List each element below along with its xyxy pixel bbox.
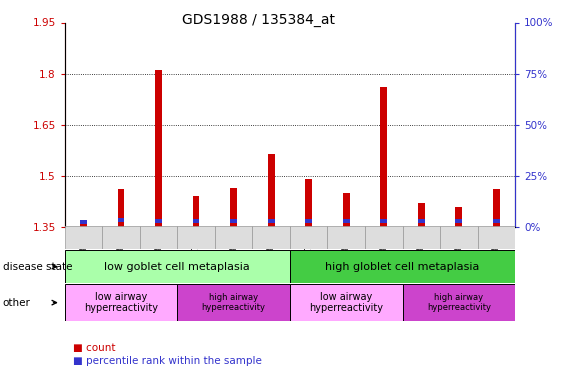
Bar <box>65 250 290 283</box>
Bar <box>418 203 425 227</box>
Text: low airway
hyperreactivity: low airway hyperreactivity <box>309 292 383 314</box>
Bar <box>418 219 425 223</box>
Bar <box>403 226 440 249</box>
Text: ■ percentile rank within the sample: ■ percentile rank within the sample <box>73 356 262 366</box>
Bar <box>493 219 500 223</box>
Bar <box>65 226 102 249</box>
Text: GDS1988 / 135384_at: GDS1988 / 135384_at <box>182 13 336 27</box>
Bar <box>440 226 477 249</box>
Bar <box>80 220 87 224</box>
Bar <box>290 250 515 283</box>
Text: high globlet cell metaplasia: high globlet cell metaplasia <box>325 262 480 272</box>
Bar <box>230 188 237 227</box>
Bar <box>343 219 350 223</box>
Bar <box>328 226 365 249</box>
Text: high airway
hyperreactivity: high airway hyperreactivity <box>427 293 491 312</box>
Text: ■ count: ■ count <box>73 343 115 353</box>
Bar <box>305 219 312 223</box>
Bar <box>193 219 199 223</box>
Bar <box>477 226 515 249</box>
Bar <box>365 226 403 249</box>
Bar <box>140 226 177 249</box>
Bar <box>118 189 124 227</box>
Bar <box>177 226 215 249</box>
Text: disease state: disease state <box>3 262 72 272</box>
Bar <box>381 219 387 223</box>
Bar <box>305 179 312 227</box>
Bar <box>290 226 328 249</box>
Text: low goblet cell metaplasia: low goblet cell metaplasia <box>105 262 250 272</box>
Bar <box>290 284 403 321</box>
Bar <box>155 70 162 227</box>
Bar <box>455 219 462 223</box>
Bar <box>403 284 515 321</box>
Bar <box>102 226 140 249</box>
Bar <box>343 193 350 227</box>
Bar <box>155 219 162 223</box>
Bar <box>177 284 290 321</box>
Bar <box>493 189 500 227</box>
Bar <box>268 219 275 223</box>
Bar <box>268 154 275 227</box>
Bar <box>193 196 199 227</box>
Text: high airway
hyperreactivity: high airway hyperreactivity <box>202 293 266 312</box>
Bar <box>455 207 462 227</box>
Bar <box>118 218 124 222</box>
Bar <box>381 87 387 227</box>
Text: low airway
hyperreactivity: low airway hyperreactivity <box>84 292 158 314</box>
Bar <box>252 226 290 249</box>
Bar <box>230 219 237 223</box>
Bar <box>65 284 177 321</box>
Bar <box>215 226 252 249</box>
Bar <box>80 224 87 227</box>
Text: other: other <box>3 298 31 307</box>
